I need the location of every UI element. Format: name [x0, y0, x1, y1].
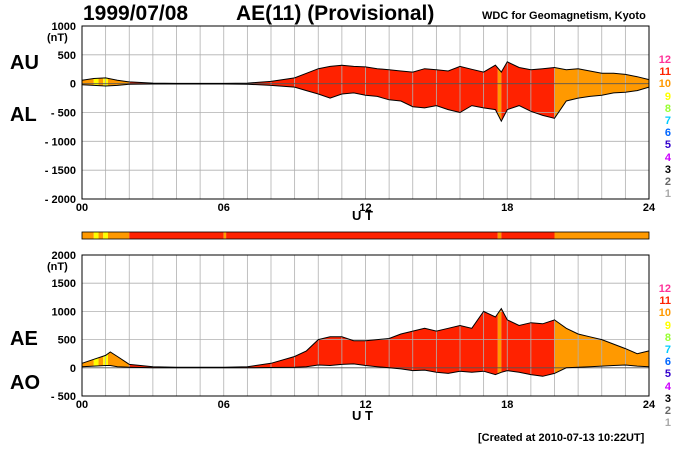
bottom-panel-x-tick-label: 00: [76, 399, 88, 411]
bottom-panel-fill-segment-1: [93, 308, 99, 377]
bottom-panel-ao-line: [81, 363, 650, 377]
legend-station-count-12: 12: [658, 283, 671, 295]
top-panel-x-tick-label: 24: [643, 202, 656, 214]
bottom-panel-y-tick-label: 500: [58, 335, 76, 347]
chart-title: AE(11) (Provisional): [236, 2, 435, 25]
station-bar-segment-7: [226, 232, 498, 239]
top-panel-y-tick-label: 1000: [52, 21, 76, 33]
al-label: AL: [10, 104, 37, 126]
bottom-panel-x-tick-label: 18: [501, 399, 513, 411]
station-bar-segment-5: [129, 232, 224, 239]
top-panel-y-tick-label: - 1500: [45, 165, 76, 177]
top-panel-x-tick-label: 12: [359, 202, 371, 214]
station-bar-segment-0: [82, 232, 94, 239]
legend-station-count-8: 8: [664, 331, 671, 344]
bottom-panel-ae-line: [81, 307, 650, 368]
top-panel-frame: [81, 25, 650, 200]
bottom-panel-fill-segment-8: [497, 308, 502, 377]
legend-station-count-4: 4: [664, 380, 671, 393]
station-bar-segment-2: [98, 232, 104, 239]
bottom-panel-y-tick-label: 1000: [52, 306, 76, 318]
bottom-panel-fill-segment-4: [107, 308, 130, 377]
top-panel-y-tick-label: - 500: [51, 108, 76, 120]
bottom-x-axis-label: U T: [352, 408, 373, 423]
legend-station-count-2: 2: [664, 405, 671, 417]
top-panel-al-line: [81, 83, 650, 123]
legend-station-count-9: 9: [664, 90, 671, 103]
chart-date: 1999/07/08: [83, 2, 189, 25]
station-bar-segment-1: [93, 232, 99, 239]
station-bar-segment-8: [497, 232, 502, 239]
top-panel-au-line: [81, 61, 650, 84]
legend-station-count-1: 1: [664, 417, 671, 430]
legend-station-count-6: 6: [664, 356, 671, 369]
legend-station-count-7: 7: [664, 344, 671, 356]
bottom-panel-frame: [81, 254, 650, 397]
legend-station-count-10: 10: [658, 307, 671, 320]
top-panel-x-tick-label: 06: [218, 202, 230, 214]
legend-station-count-4: 4: [664, 151, 671, 164]
au-label: AU: [10, 52, 39, 74]
bottom-panel-fill-segment-7: [226, 308, 498, 377]
station-bar-segment-4: [107, 232, 130, 239]
legend-station-count-12: 12: [658, 54, 671, 66]
data-source: WDC for Geomagnetism, Kyoto: [482, 10, 646, 22]
station-bar-segment-3: [103, 232, 108, 239]
created-timestamp: [Created at 2010-07-13 10:22UT]: [478, 432, 645, 444]
legend-station-count-8: 8: [664, 102, 671, 115]
station-bar-segment-6: [223, 232, 227, 239]
ae-label: AE: [10, 328, 38, 350]
ao-label: AO: [10, 372, 40, 394]
legend-station-count-11: 11: [659, 66, 671, 79]
top-panel-y-tick-label: - 1000: [45, 136, 76, 148]
legend-station-count-1: 1: [664, 188, 671, 201]
bottom-panel-y-tick-label: 2000: [52, 250, 76, 262]
legend-station-count-9: 9: [664, 319, 671, 332]
station-bar-segment-9: [501, 232, 555, 239]
station-bar-frame: [81, 231, 650, 240]
legend-station-count-3: 3: [664, 163, 671, 176]
legend-station-count-5: 5: [664, 368, 671, 381]
bottom-panel-fill-segment-2: [98, 308, 104, 377]
top-x-axis-label: U T: [352, 208, 373, 223]
bottom-panel-x-tick-label: 24: [643, 399, 656, 411]
station-bar-segment-10: [554, 232, 649, 239]
bottom-panel-fill-segment-0: [82, 308, 94, 377]
legend-station-count-10: 10: [658, 78, 671, 91]
legend-station-count-3: 3: [664, 392, 671, 405]
bottom-panel-y-tick-label: 0: [70, 363, 76, 375]
legend-station-count-6: 6: [664, 127, 671, 140]
top-panel-y-tick-label: 0: [70, 79, 76, 91]
top-panel-y-tick-label: - 2000: [45, 194, 76, 206]
bottom-panel-x-tick-label: 12: [359, 399, 371, 411]
top-panel-x-tick-label: 18: [501, 202, 513, 214]
top-panel-fill-segment-8: [497, 61, 502, 122]
top-unit-label: (nT): [47, 32, 68, 44]
bottom-panel-y-tick-label: - 500: [51, 391, 76, 403]
top-panel-x-tick-label: 00: [76, 202, 88, 214]
bottom-unit-label: (nT): [47, 261, 68, 273]
legend-station-count-2: 2: [664, 176, 671, 188]
legend-station-count-7: 7: [664, 115, 671, 127]
top-panel-y-tick-label: 500: [58, 50, 76, 62]
bottom-panel-y-tick-label: 1500: [52, 278, 76, 290]
bottom-panel-x-tick-label: 06: [218, 399, 230, 411]
legend-station-count-5: 5: [664, 139, 671, 152]
legend-station-count-11: 11: [659, 295, 671, 308]
